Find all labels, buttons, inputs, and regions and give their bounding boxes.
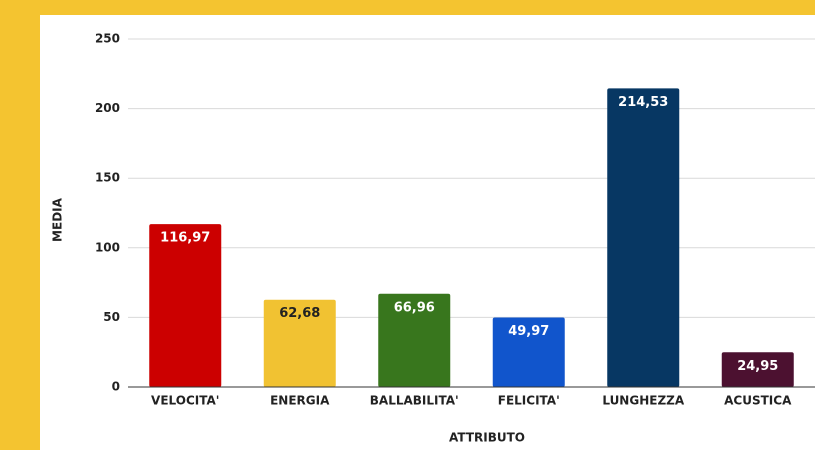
bar	[492, 317, 565, 387]
x-tick-label: BALLABILITA'	[370, 394, 459, 408]
bar	[607, 88, 680, 387]
data-label: 214,53	[618, 95, 668, 110]
bar	[263, 299, 336, 387]
x-axis-title: ATTRIBUTO	[449, 431, 525, 445]
data-label: 116,97	[160, 231, 210, 246]
bar	[149, 224, 222, 387]
y-tick-label: 100	[95, 240, 120, 254]
x-tick-label: VELOCITA'	[151, 394, 219, 408]
y-tick-label: 200	[95, 101, 120, 115]
data-label: 49,97	[508, 324, 549, 339]
data-label: 62,68	[279, 306, 320, 321]
x-tick-label: FELICITA'	[498, 394, 560, 408]
data-label: 24,95	[737, 359, 778, 374]
y-tick-label: 0	[112, 380, 120, 394]
y-tick-label: 250	[95, 32, 120, 46]
y-tick-label: 150	[95, 171, 120, 185]
y-tick-label: 50	[103, 310, 120, 324]
x-tick-label: ACUSTICA	[724, 394, 792, 408]
data-label: 66,96	[394, 300, 435, 315]
x-tick-label: ENERGIA	[270, 394, 330, 408]
x-tick-label: LUNGHEZZA	[602, 394, 684, 408]
y-axis-title: MEDIA	[51, 197, 65, 242]
bar	[378, 293, 451, 387]
bar	[721, 352, 794, 387]
